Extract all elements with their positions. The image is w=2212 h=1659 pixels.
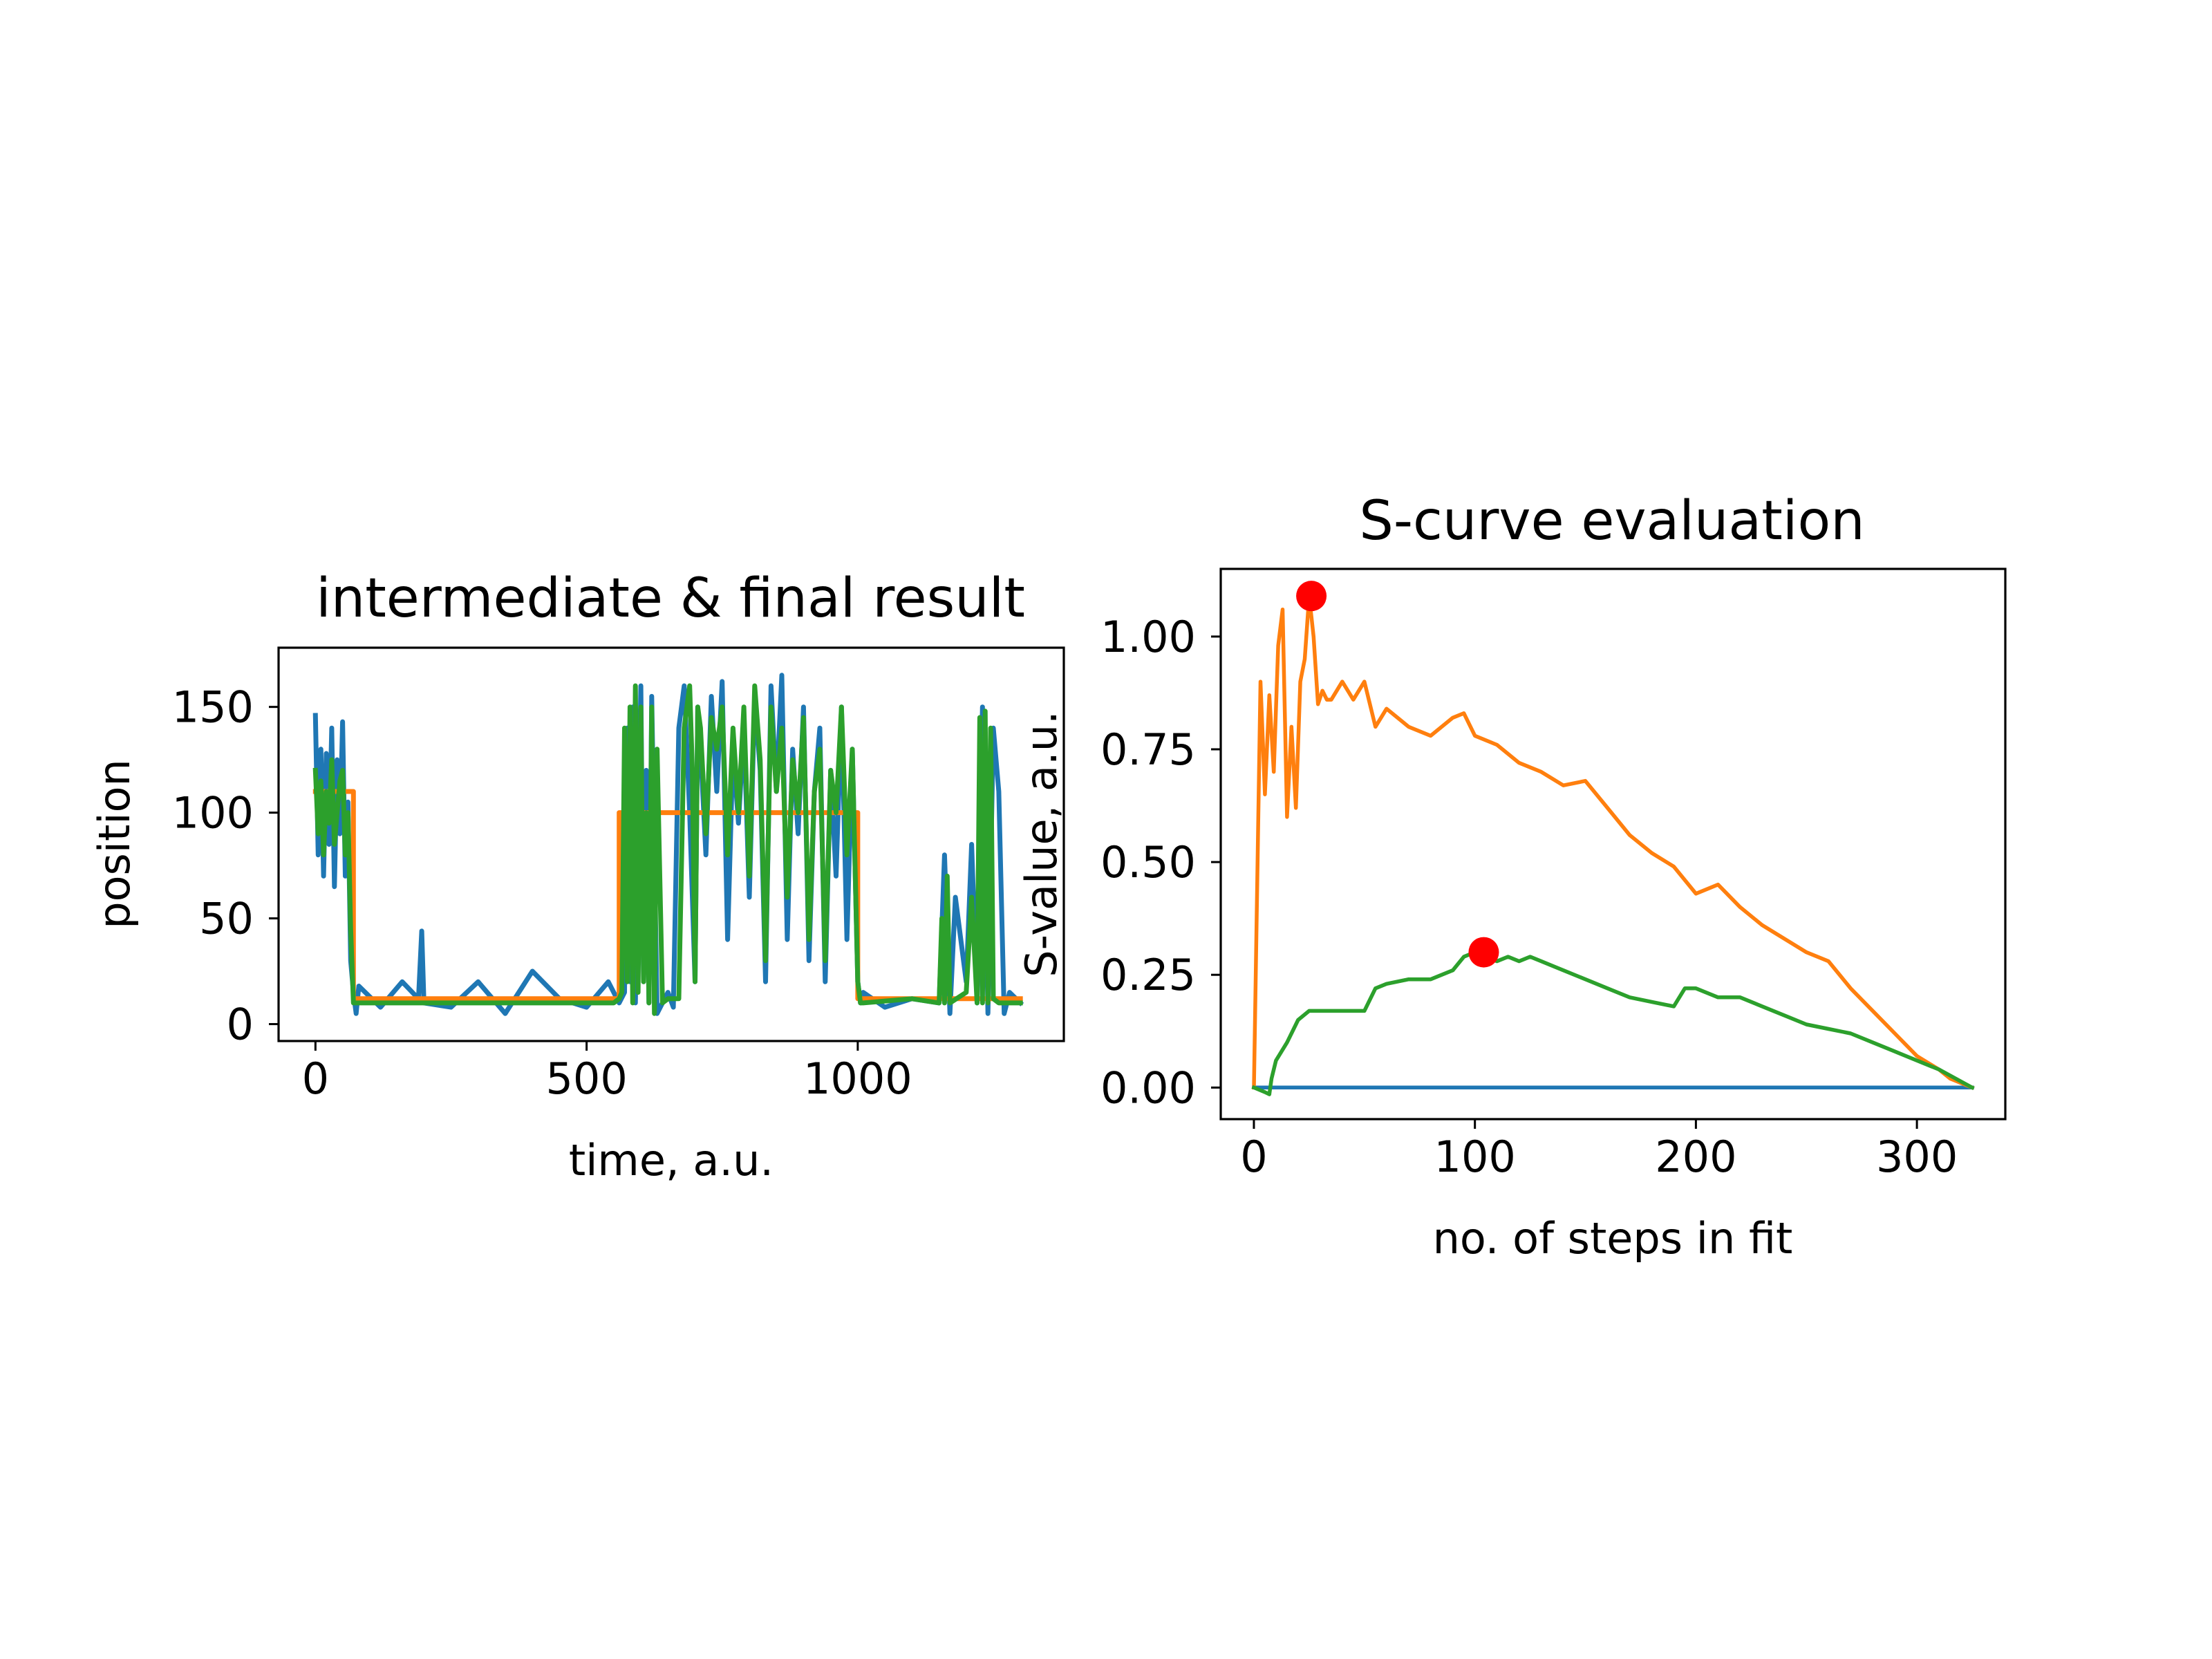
x-axis-label: no. of steps in fit [1433,1213,1793,1264]
plot-area [312,673,1024,1016]
chart-title: intermediate & final result [316,568,1025,630]
optimum-marker [1468,937,1499,968]
y-tick-label: 1.00 [1100,612,1196,662]
chart-title: S-curve evaluation [1359,490,1864,552]
plot-area [1251,581,1975,1096]
ticks: 0 100 200 300 0.00 0.25 0.50 0.75 1.00 [1100,612,1958,1182]
panel-intermediate-result: intermediate & final result 0 500 1000 0 50 1… [89,568,1065,1185]
series-line-3 [1251,950,1975,1096]
x-tick-label: 0 [1240,1132,1267,1182]
x-tick-label: 500 [545,1053,627,1104]
series-line-1 [312,673,1024,1016]
x-tick-label: 0 [302,1053,329,1104]
x-tick-label: 300 [1876,1132,1958,1182]
y-axis-label: S-value, a.u. [1016,711,1067,977]
ticks: 0 500 1000 0 50 100 150 [172,682,912,1104]
x-tick-label: 100 [1434,1132,1516,1182]
y-tick-label: 0.25 [1100,950,1196,1000]
y-tick-label: 0 [227,1000,254,1050]
y-tick-label: 150 [172,682,254,733]
axes-frame [277,646,1065,1042]
y-tick-label: 0.75 [1100,724,1196,775]
x-axis-label: time, a.u. [569,1135,774,1185]
y-tick-label: 0.50 [1100,837,1196,888]
series-line-2 [1252,594,1975,1090]
optimum-marker [1296,581,1327,612]
x-tick-label: 200 [1655,1132,1736,1182]
y-axis-label: position [89,759,140,929]
series-line-3 [312,683,1023,1016]
y-tick-label: 100 [172,788,254,838]
y-tick-label: 50 [199,894,254,944]
y-tick-label: 0.00 [1100,1062,1196,1113]
panel-s-curve: S-curve evaluation 0 100 200 300 0.00 0.25 0.5… [1016,490,2007,1264]
axes-frame [1219,568,2007,1121]
x-tick-label: 1000 [803,1053,912,1104]
